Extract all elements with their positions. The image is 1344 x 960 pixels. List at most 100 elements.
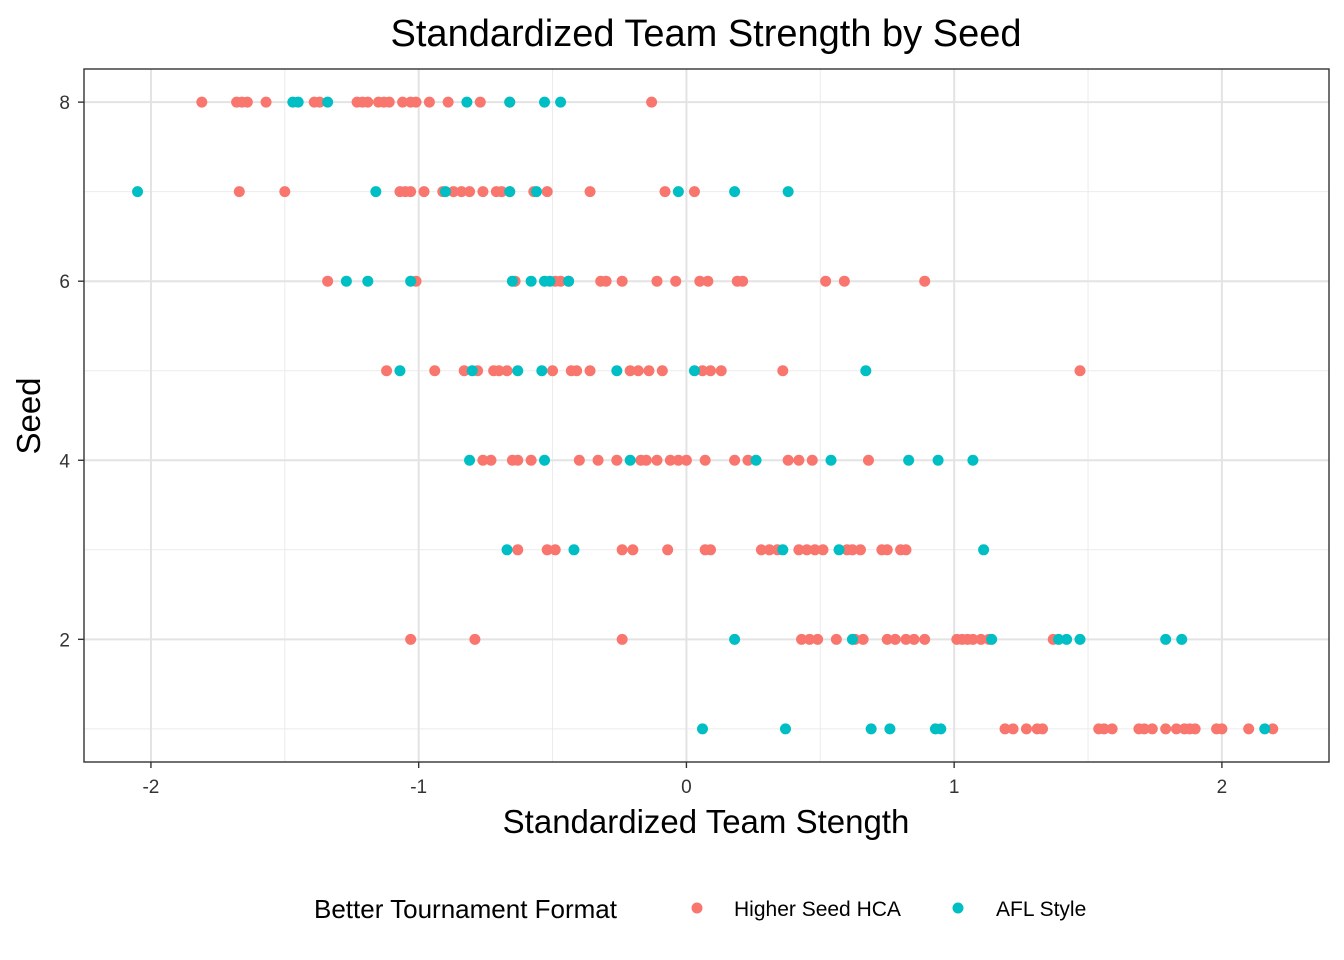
data-point-afl-style	[544, 275, 556, 287]
data-point-higher-seed-hca	[640, 454, 652, 466]
data-point-afl-style	[461, 96, 473, 108]
data-point-higher-seed-hca	[541, 186, 553, 198]
data-point-higher-seed-hca	[793, 454, 805, 466]
y-tick-label: 8	[59, 93, 70, 114]
data-point-higher-seed-hca	[410, 96, 422, 108]
data-point-higher-seed-hca	[908, 633, 920, 645]
data-point-afl-style	[362, 275, 374, 287]
data-point-afl-style	[539, 96, 551, 108]
data-point-higher-seed-hca	[1267, 723, 1279, 735]
x-tick-label: -1	[410, 777, 427, 798]
data-point-higher-seed-hca	[651, 275, 663, 287]
data-point-higher-seed-hca	[715, 365, 727, 377]
data-point-higher-seed-hca	[705, 365, 717, 377]
data-point-higher-seed-hca	[680, 454, 692, 466]
data-point-higher-seed-hca	[592, 454, 604, 466]
data-point-higher-seed-hca	[705, 544, 717, 556]
data-point-higher-seed-hca	[806, 454, 818, 466]
legend-key-afl-style	[952, 902, 964, 914]
data-point-higher-seed-hca	[755, 544, 767, 556]
data-point-higher-seed-hca	[501, 365, 513, 377]
plot-panel-border	[83, 68, 1330, 763]
data-point-higher-seed-hca	[857, 633, 869, 645]
legend: Better Tournament Format Higher Seed HCA…	[314, 894, 1086, 924]
data-point-afl-style	[729, 186, 741, 198]
data-point-afl-style	[750, 454, 762, 466]
data-point-higher-seed-hca	[889, 633, 901, 645]
data-point-afl-style	[860, 365, 872, 377]
data-point-higher-seed-hca	[854, 544, 866, 556]
data-point-higher-seed-hca	[429, 365, 441, 377]
legend-label-afl-style: AFL Style	[996, 898, 1086, 921]
data-points	[132, 96, 1279, 735]
data-point-higher-seed-hca	[571, 365, 583, 377]
data-point-higher-seed-hca	[670, 275, 682, 287]
data-point-afl-style	[1160, 633, 1172, 645]
data-point-afl-style	[696, 723, 708, 735]
data-point-higher-seed-hca	[659, 186, 671, 198]
data-point-higher-seed-hca	[793, 544, 805, 556]
data-point-higher-seed-hca	[555, 275, 567, 287]
data-point-afl-style	[1053, 633, 1065, 645]
data-point-higher-seed-hca	[616, 544, 628, 556]
data-point-afl-style	[394, 365, 406, 377]
data-point-higher-seed-hca	[1189, 723, 1201, 735]
y-tick-label: 2	[59, 630, 70, 651]
data-point-afl-style	[340, 275, 352, 287]
data-point-higher-seed-hca	[485, 454, 497, 466]
x-tick-label: -2	[142, 777, 159, 798]
data-point-higher-seed-hca	[1216, 723, 1228, 735]
data-point-afl-style	[777, 544, 789, 556]
data-point-higher-seed-hca	[664, 454, 676, 466]
data-point-higher-seed-hca	[796, 633, 808, 645]
data-point-afl-style	[825, 454, 837, 466]
data-point-afl-style	[986, 633, 998, 645]
data-point-higher-seed-hca	[584, 186, 596, 198]
data-point-afl-style	[132, 186, 144, 198]
data-point-higher-seed-hca	[418, 186, 430, 198]
data-point-afl-style	[568, 544, 580, 556]
data-point-afl-style	[967, 454, 979, 466]
data-point-afl-style	[504, 96, 516, 108]
data-point-afl-style	[405, 275, 417, 287]
data-point-higher-seed-hca	[967, 633, 979, 645]
data-point-higher-seed-hca	[196, 96, 208, 108]
data-point-afl-style	[464, 454, 476, 466]
data-point-higher-seed-hca	[646, 96, 658, 108]
data-point-higher-seed-hca	[381, 365, 393, 377]
data-point-afl-style	[1176, 633, 1188, 645]
data-point-afl-style	[1259, 723, 1271, 735]
y-tick-label: 4	[59, 451, 70, 472]
y-axis-title: Seed	[10, 377, 47, 454]
data-point-afl-style	[539, 454, 551, 466]
data-point-higher-seed-hca	[919, 633, 931, 645]
data-point-afl-style	[884, 723, 896, 735]
data-point-afl-style	[512, 365, 524, 377]
data-point-higher-seed-hca	[672, 454, 684, 466]
data-point-afl-style	[439, 186, 451, 198]
data-point-higher-seed-hca	[624, 365, 636, 377]
data-point-higher-seed-hca	[474, 96, 486, 108]
data-point-higher-seed-hca	[241, 96, 253, 108]
data-point-higher-seed-hca	[688, 186, 700, 198]
data-point-afl-style	[672, 186, 684, 198]
data-point-higher-seed-hca	[729, 454, 741, 466]
data-point-higher-seed-hca	[1160, 723, 1172, 735]
data-point-higher-seed-hca	[809, 544, 821, 556]
data-point-higher-seed-hca	[817, 544, 829, 556]
data-point-higher-seed-hca	[838, 275, 850, 287]
data-point-higher-seed-hca	[643, 365, 655, 377]
data-point-higher-seed-hca	[611, 454, 623, 466]
data-point-higher-seed-hca	[469, 633, 481, 645]
x-axis-title: Standardized Team Stength	[503, 803, 910, 840]
data-point-higher-seed-hca	[1074, 365, 1086, 377]
data-point-higher-seed-hca	[820, 275, 832, 287]
y-axis-ticks: 2 4 6 8	[59, 93, 84, 651]
data-point-afl-style	[624, 454, 636, 466]
data-point-higher-seed-hca	[1170, 723, 1182, 735]
data-point-afl-style	[611, 365, 623, 377]
data-point-higher-seed-hca	[662, 544, 674, 556]
data-point-higher-seed-hca	[830, 633, 842, 645]
data-point-higher-seed-hca	[919, 275, 931, 287]
